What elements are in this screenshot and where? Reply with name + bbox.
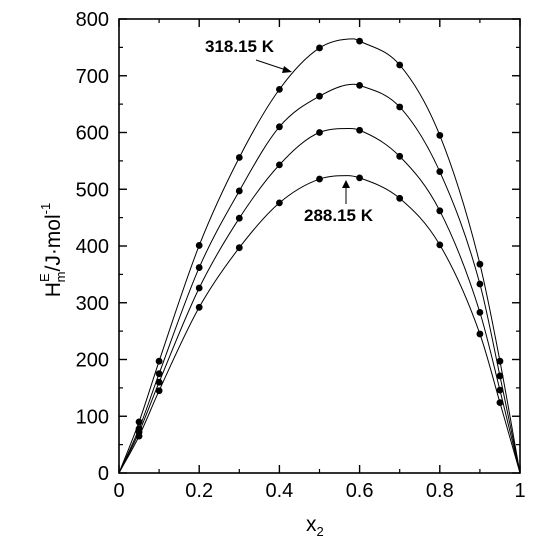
x-tick-label: 0.4 bbox=[265, 480, 293, 502]
series-3-point bbox=[476, 330, 484, 338]
data-points bbox=[135, 37, 504, 440]
series-1-point bbox=[396, 103, 404, 111]
y-tick-label: 400 bbox=[76, 236, 109, 258]
series-1-curve bbox=[118, 83, 521, 474]
y-tick-label: 100 bbox=[76, 406, 109, 428]
series-1-point bbox=[195, 264, 203, 271]
series-0-point bbox=[135, 418, 143, 426]
series-3-point bbox=[396, 194, 404, 202]
y-axis-title: HEm/J·mol-1 bbox=[37, 203, 68, 297]
annotation-288: 288.15 K bbox=[304, 206, 374, 225]
x-tick-label: 0.6 bbox=[346, 480, 374, 502]
series-2-point bbox=[195, 284, 203, 292]
series-3-point bbox=[436, 241, 444, 249]
series-1-point bbox=[476, 280, 484, 288]
series-0-point bbox=[276, 85, 283, 93]
annotation-318: 318.15 K bbox=[205, 37, 275, 56]
series-0-point bbox=[155, 357, 163, 365]
series-1-point bbox=[436, 168, 444, 176]
series-1-point bbox=[496, 372, 504, 380]
series-0-point bbox=[195, 242, 203, 249]
series-0-point bbox=[396, 61, 404, 69]
series-0-point bbox=[316, 44, 323, 52]
plot-frame bbox=[118, 18, 521, 474]
annotation-arrowhead-318 bbox=[282, 66, 292, 73]
series-2-point bbox=[276, 161, 283, 169]
series-2-point bbox=[496, 386, 504, 394]
annotation-arrow-318 bbox=[255, 59, 287, 71]
series-0-point bbox=[235, 154, 243, 161]
y-axis-title-group: HEm/J·mol-1 bbox=[37, 203, 68, 297]
y-tick-label: 800 bbox=[76, 9, 109, 31]
series-0-point bbox=[356, 37, 363, 45]
series-3-point bbox=[276, 199, 283, 207]
y-tick-label: 0 bbox=[98, 463, 109, 485]
series-2-point bbox=[235, 214, 243, 222]
series-2-point bbox=[436, 207, 444, 215]
series-3-point bbox=[195, 303, 203, 311]
series-2-point bbox=[476, 308, 484, 316]
y-tick-label: 600 bbox=[76, 123, 109, 145]
series-1-point bbox=[316, 92, 323, 100]
series-0-point bbox=[436, 131, 444, 139]
series-1-point bbox=[235, 187, 243, 195]
series-2-point bbox=[155, 378, 163, 386]
x-tick-label: 0.2 bbox=[185, 480, 213, 502]
series-2-point bbox=[396, 152, 404, 160]
fitted-curves bbox=[118, 38, 521, 474]
series-3-point bbox=[496, 399, 504, 407]
series-3-point bbox=[316, 175, 323, 183]
axis-ticks: 0 0.2 0.4 0.6 0.8 1 0 100 200 300 400 500 600 700 800 bbox=[76, 9, 526, 502]
series-1-point bbox=[155, 370, 163, 378]
y-tick-label: 200 bbox=[76, 350, 109, 372]
y-tick-label: 500 bbox=[76, 179, 109, 201]
series-1-point bbox=[276, 123, 283, 131]
series-3-point bbox=[155, 387, 163, 395]
x-tick-label: 0 bbox=[113, 480, 124, 502]
series-3-point bbox=[356, 174, 363, 182]
series-2-point bbox=[356, 126, 363, 134]
y-tick-label: 700 bbox=[76, 66, 109, 88]
annotation-arrowhead-288 bbox=[342, 180, 350, 188]
series-2-point bbox=[316, 129, 323, 136]
x-tick-label: 0.8 bbox=[426, 480, 454, 502]
series-0-point bbox=[496, 357, 504, 365]
x-tick-label: 1 bbox=[514, 480, 525, 502]
series-1-point bbox=[356, 81, 363, 89]
x-axis-title: x2 bbox=[306, 513, 324, 539]
series-0-point bbox=[476, 260, 484, 268]
series-3-point bbox=[135, 432, 143, 440]
y-tick-label: 300 bbox=[76, 293, 109, 315]
series-3-point bbox=[235, 244, 243, 252]
